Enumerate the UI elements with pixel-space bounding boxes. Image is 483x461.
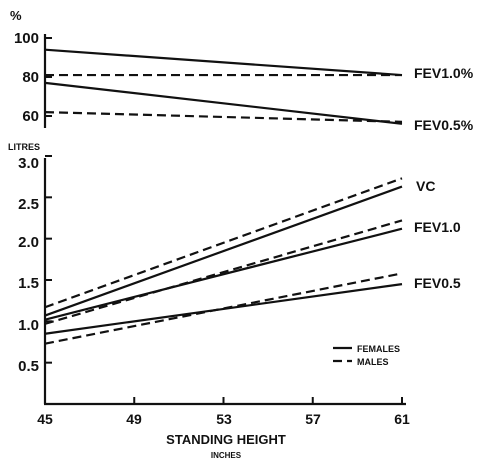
x-axis-title: STANDING HEIGHT bbox=[166, 432, 286, 447]
fev0-5-percent-males-line bbox=[44, 111, 403, 123]
bottom-y-ticks bbox=[45, 154, 52, 364]
vc-label: VC bbox=[416, 178, 435, 194]
bottom-y-tick-label: 2.5 bbox=[18, 196, 39, 213]
top-y-ticks bbox=[45, 37, 52, 117]
bottom-y-tick-label: 2.0 bbox=[18, 234, 39, 251]
fev1-0-males-line bbox=[44, 219, 403, 325]
fev1-0-percent-females-line bbox=[44, 48, 403, 77]
top-y-unit: % bbox=[10, 8, 22, 23]
bottom-series-lines bbox=[44, 177, 403, 345]
x-tick-label: 45 bbox=[37, 411, 53, 427]
vc-males-line bbox=[44, 177, 403, 309]
bottom-series-labels: VC FEV1.0 FEV0.5 bbox=[414, 178, 461, 291]
x-tick-label: 49 bbox=[126, 411, 142, 427]
x-tick-label: 57 bbox=[305, 411, 321, 427]
top-panel: % 100 80 60 FEV1.0% FEV0.5% bbox=[10, 8, 474, 133]
vc-females-line bbox=[44, 185, 403, 317]
x-axis-unit: INCHES bbox=[211, 451, 242, 460]
bottom-y-tick-label: 1.0 bbox=[18, 317, 39, 334]
fev0-5-percent-females-line bbox=[44, 81, 403, 125]
bottom-y-tick-label: 1.5 bbox=[18, 275, 39, 292]
top-series-lines bbox=[44, 48, 403, 125]
legend-females-label: FEMALES bbox=[357, 344, 400, 354]
top-y-tick-label: 60 bbox=[22, 108, 39, 125]
fev10-label: FEV1.0 bbox=[414, 219, 461, 235]
bottom-y-tick-label: 3.0 bbox=[18, 155, 39, 172]
x-tick-label: 53 bbox=[216, 411, 232, 427]
bottom-y-tick-labels: 3.0 2.5 2.0 1.5 1.0 0.5 bbox=[18, 155, 39, 375]
bottom-x-ticks bbox=[44, 397, 403, 404]
fev1-0-females-line bbox=[44, 227, 403, 321]
fev05-percent-label: FEV0.5% bbox=[414, 117, 474, 133]
top-y-tick-label: 80 bbox=[22, 69, 39, 86]
top-y-tick-labels: 100 80 60 bbox=[14, 30, 39, 125]
bottom-panel: LITRES 3.0 2.5 2.0 1.5 1.0 0.5 45 49 53 … bbox=[8, 142, 461, 460]
bottom-y-unit: LITRES bbox=[8, 142, 40, 152]
fev10-percent-label: FEV1.0% bbox=[414, 65, 474, 81]
legend: FEMALES MALES bbox=[333, 344, 400, 367]
bottom-y-tick-label: 0.5 bbox=[18, 358, 39, 375]
x-tick-label: 61 bbox=[394, 411, 410, 427]
fev0-5-males-line bbox=[44, 272, 403, 345]
fev05-label: FEV0.5 bbox=[414, 275, 461, 291]
legend-males-label: MALES bbox=[357, 357, 389, 367]
top-series-labels: FEV1.0% FEV0.5% bbox=[414, 65, 474, 133]
bottom-x-tick-labels: 45 49 53 57 61 bbox=[37, 411, 410, 427]
fev0-5-females-line bbox=[44, 283, 403, 335]
top-y-tick-label: 100 bbox=[14, 30, 39, 47]
